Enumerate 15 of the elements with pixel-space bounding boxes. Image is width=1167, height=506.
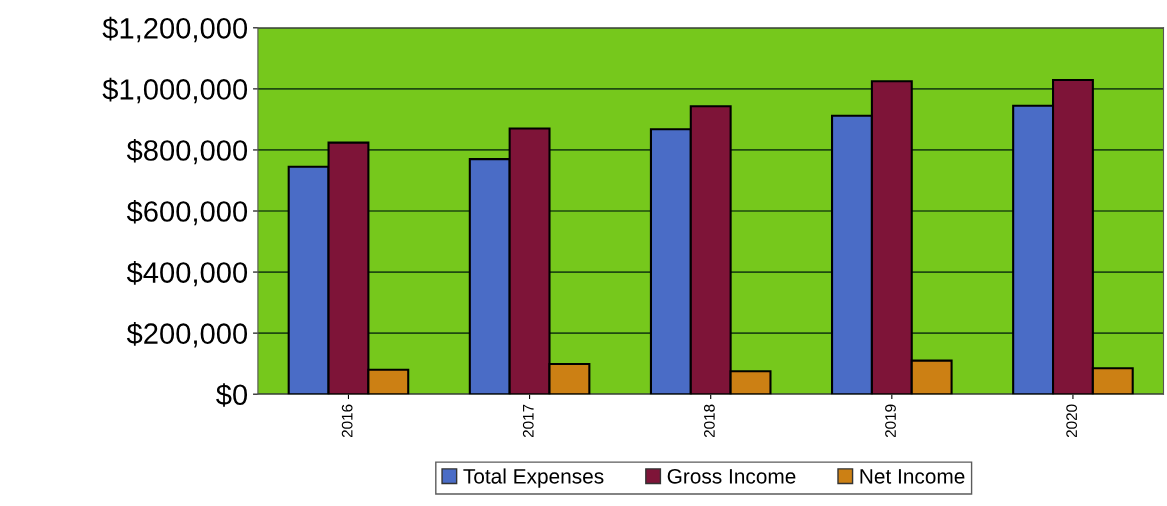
y-tick-label: $400,000 [126,261,248,287]
y-tick-label: $600,000 [126,199,248,226]
y-tick-label: $800,000 [126,138,248,165]
legend-label: Total Expenses [463,468,604,488]
y-tick-label: $1,000,000 [102,77,248,104]
legend-label: Net Income [860,469,965,484]
y-tick-label: $200,000 [126,322,248,348]
x-tick-label: 2017 [522,404,534,438]
x-tick-label: 2018 [703,404,715,438]
x-tick-label: 2020 [1066,404,1078,438]
legend-label: Gross Income [667,468,796,484]
y-tick-label: $0 [216,383,248,407]
x-tick-label: 2016 [341,404,353,438]
y-tick-label: $1,200,000 [102,16,248,43]
x-tick-label: 2019 [885,404,896,438]
